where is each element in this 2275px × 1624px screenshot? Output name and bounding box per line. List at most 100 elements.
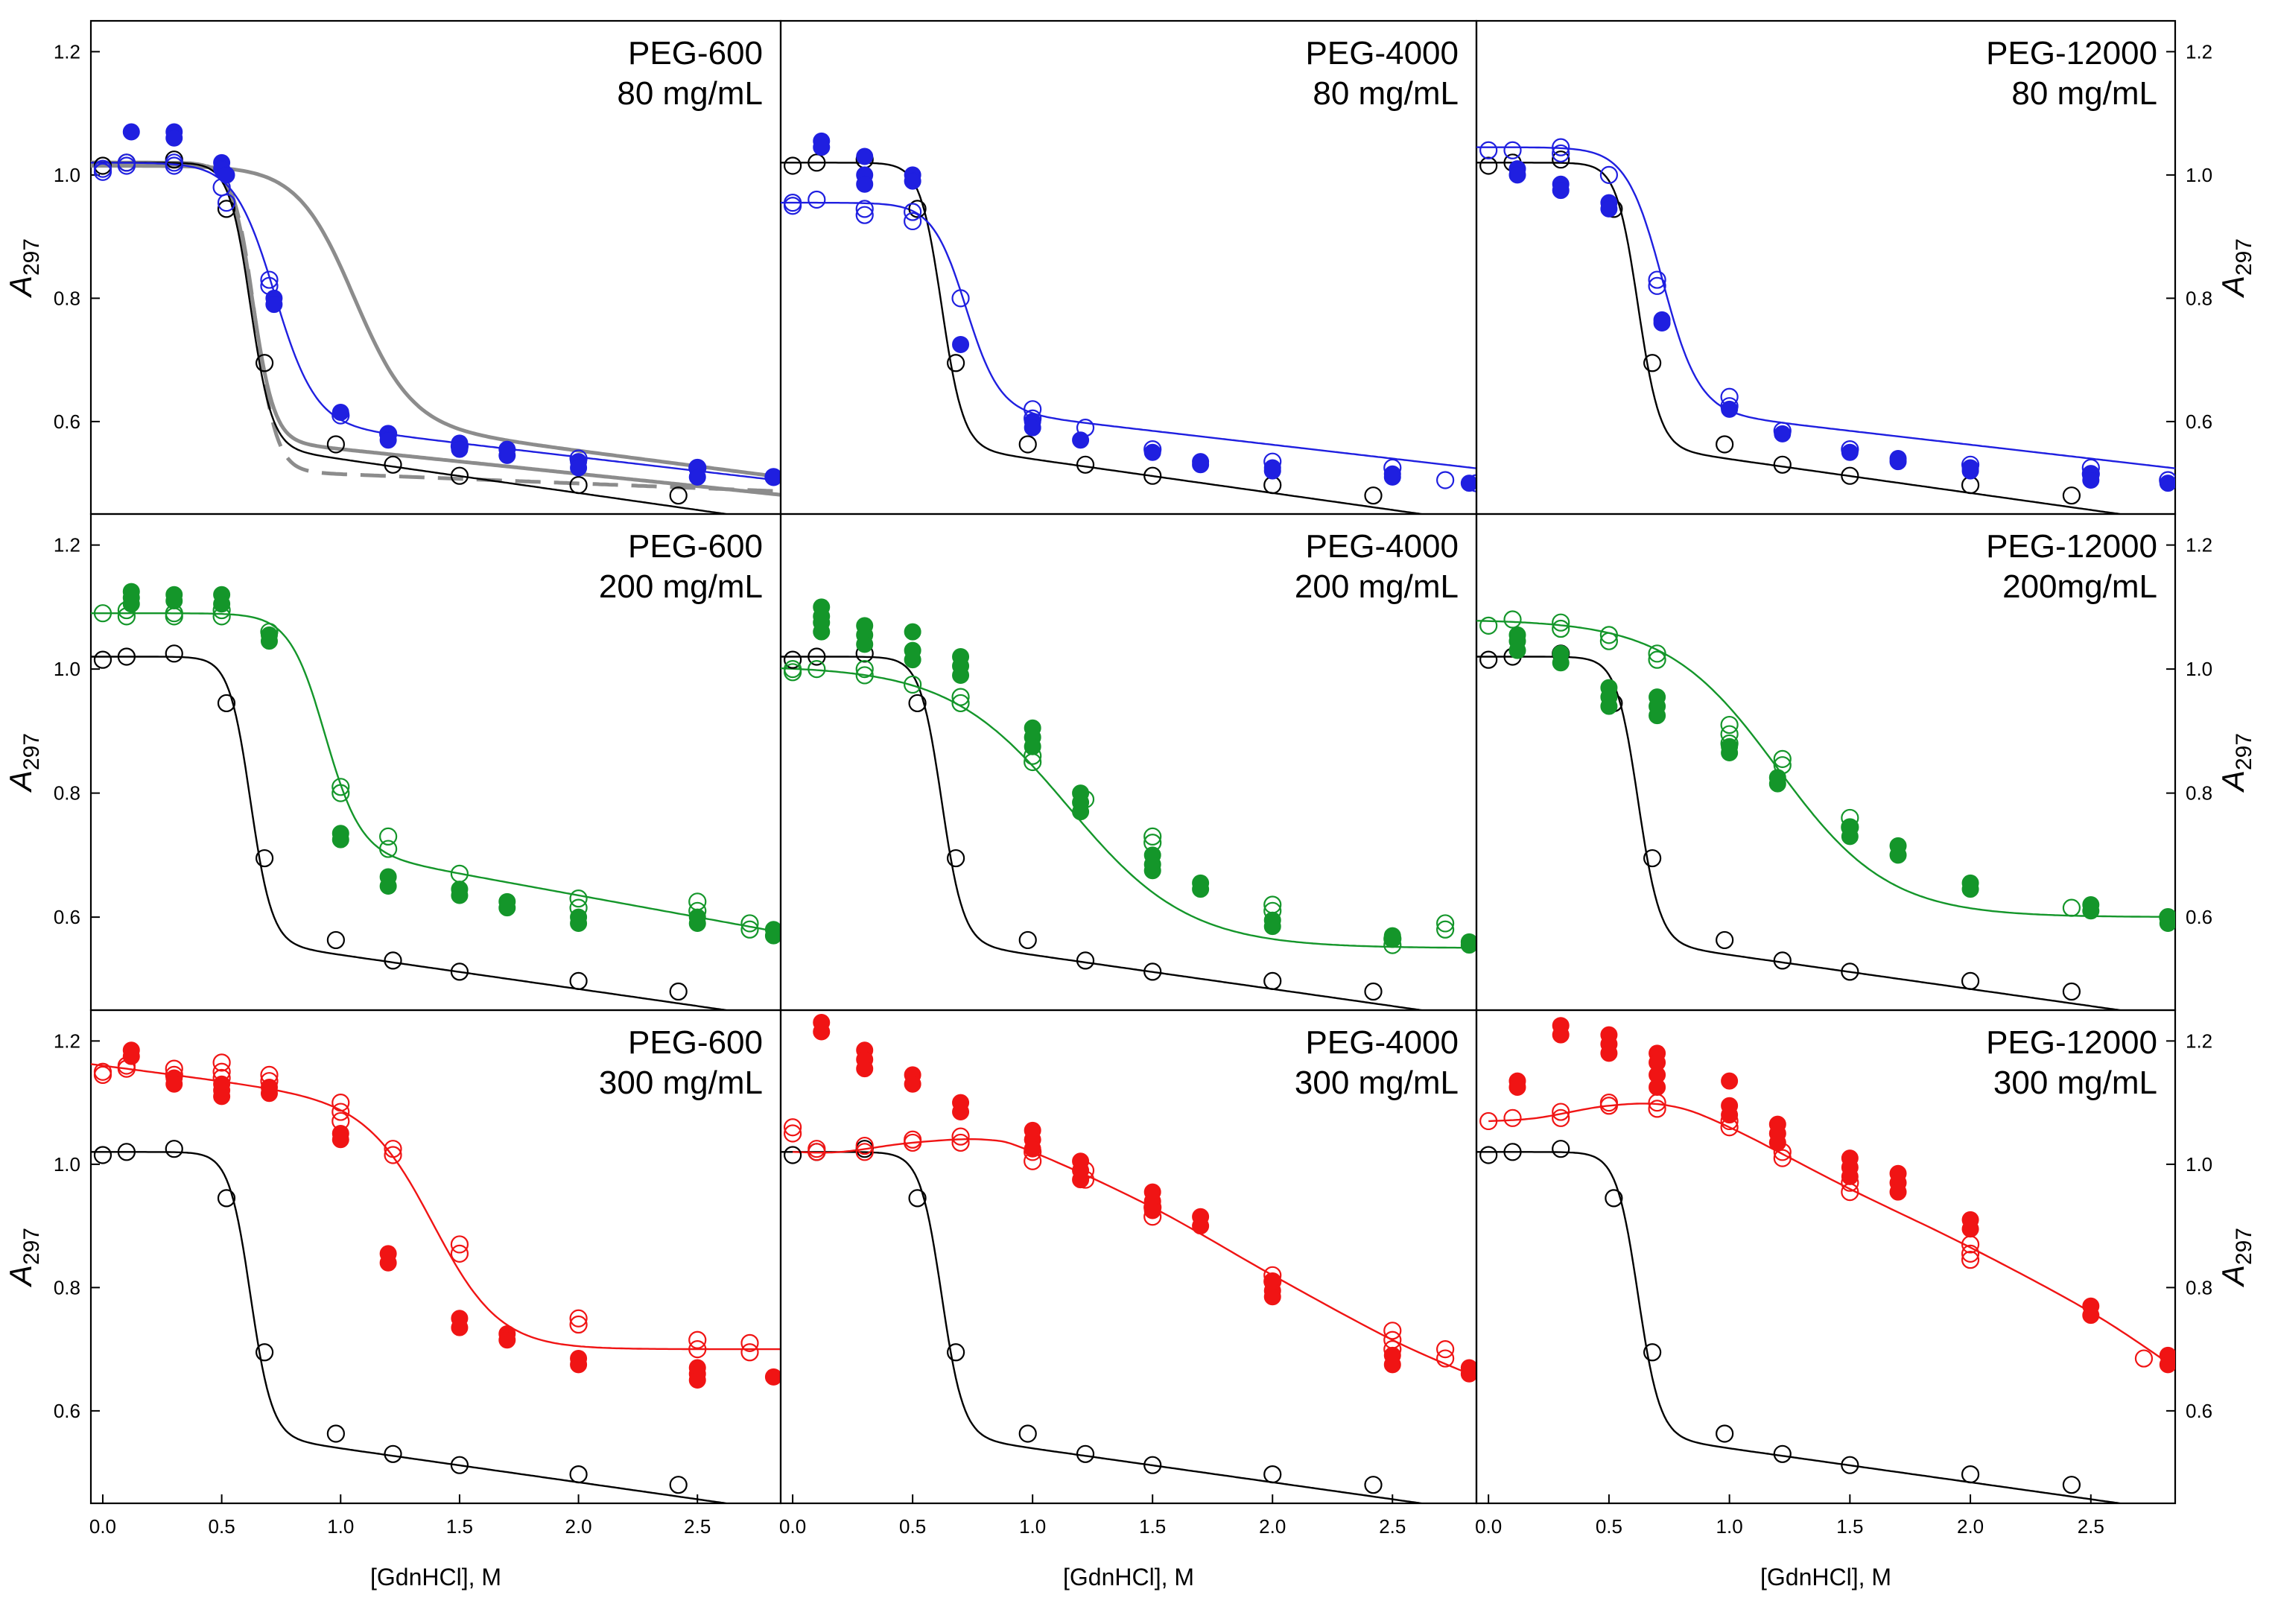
open-point: [1552, 144, 1570, 163]
y-tick-label: 0.6: [54, 410, 80, 433]
filled-point: [1600, 697, 1618, 715]
filled-point: [1024, 1140, 1041, 1158]
x-tick-label: 1.0: [1716, 1515, 1743, 1538]
open-point: [93, 162, 112, 181]
open-point: [217, 194, 236, 212]
series-fit-curve: [793, 1138, 1476, 1378]
panel-title-concentration: 80 mg/mL: [1313, 75, 1459, 112]
open-point: [855, 1136, 874, 1155]
y-tick-label: 1.0: [2186, 1153, 2212, 1176]
open-point: [1599, 1097, 1618, 1115]
reference-point: [384, 455, 402, 474]
open-point: [1773, 749, 1792, 768]
reference-point: [165, 1140, 183, 1158]
series-fit-curve: [1476, 620, 2175, 918]
open-point: [740, 1343, 759, 1362]
filled-point: [1263, 918, 1281, 936]
x-axis-label: [GdnHCl], M: [1063, 1564, 1194, 1590]
reference-point: [908, 694, 927, 713]
open-point: [855, 206, 874, 224]
filled-point: [265, 296, 283, 314]
filled-point: [2159, 1356, 2175, 1374]
panel-7: 0.6 0.8 1.0 1.2 A297 0.0 0.5 1.0 1.5 2.0 2.5 [GdnHC…: [3, 1009, 782, 1590]
open-point: [1552, 1103, 1570, 1121]
reference-point: [784, 156, 802, 175]
y-tick-label: 1.2: [54, 534, 80, 556]
open-point: [1436, 920, 1455, 939]
open-point: [331, 784, 350, 802]
y-tick-label: 0.8: [54, 287, 80, 309]
filled-point: [1143, 862, 1161, 880]
x-axis-label: [GdnHCl], M: [1760, 1564, 1891, 1590]
open-point: [1648, 644, 1666, 663]
reference-point: [1643, 1343, 1662, 1362]
open-point: [331, 1103, 350, 1121]
x-tick-label: 1.0: [1019, 1515, 1046, 1538]
filled-point: [1192, 881, 1210, 898]
open-point: [260, 270, 279, 289]
panel-title-concentration: 300 mg/mL: [1993, 1065, 2157, 1101]
open-point: [1552, 138, 1570, 156]
filled-point: [451, 886, 469, 904]
open-point: [1436, 471, 1455, 489]
reference-point: [1773, 455, 1792, 474]
filled-point: [1383, 468, 1401, 486]
filled-point: [764, 927, 781, 945]
filled-point: [1460, 936, 1476, 954]
y-axis-label-sub: 297: [2232, 1228, 2256, 1265]
y-axis-label: A297: [2215, 238, 2256, 299]
filled-point: [1024, 419, 1041, 437]
reference-point: [1643, 849, 1662, 868]
y-tick-label: 0.8: [54, 1276, 80, 1298]
filled-point: [952, 666, 970, 684]
filled-point: [1508, 641, 1526, 659]
filled-point: [764, 1368, 781, 1386]
filled-point: [1841, 828, 1859, 846]
reference-point: [669, 982, 688, 1001]
open-point: [904, 203, 922, 221]
reference-point: [784, 1146, 802, 1164]
filled-point: [1508, 1078, 1526, 1096]
panel-title-peg: PEG-12000: [1986, 528, 2157, 565]
reference-point: [1716, 1424, 1734, 1443]
y-tick-label: 0.6: [2186, 410, 2212, 433]
filled-point: [2082, 471, 2100, 489]
filled-point: [379, 1254, 397, 1272]
open-point: [904, 1133, 922, 1152]
y-axis-label-sub: 297: [19, 733, 44, 770]
reference-point: [1479, 1146, 1498, 1164]
reference-point: [1076, 1444, 1095, 1463]
open-point: [2134, 1349, 2154, 1368]
x-axis-label: [GdnHCl], M: [370, 1564, 501, 1590]
y-axis-label-sub: 297: [19, 238, 44, 276]
reference-point: [1076, 951, 1095, 970]
filled-point: [1460, 1365, 1476, 1383]
filled-point: [379, 878, 397, 895]
filled-point: [122, 1047, 140, 1065]
open-point: [951, 1133, 970, 1152]
filled-point: [1143, 443, 1161, 461]
open-point: [331, 1094, 350, 1112]
filled-point: [1192, 456, 1210, 474]
filled-point: [451, 1319, 469, 1336]
reference-point: [117, 1143, 136, 1161]
open-point: [1961, 1251, 1980, 1269]
y-axis-label-main: A: [2215, 1265, 2250, 1288]
x-tick-label: 0.5: [899, 1515, 926, 1538]
x-tick-label: 2.5: [2078, 1515, 2104, 1538]
filled-point: [1768, 1134, 1786, 1152]
panel-title-concentration: 300 mg/mL: [599, 1065, 763, 1101]
open-point: [93, 1065, 112, 1084]
y-axis-label-main: A: [3, 770, 38, 793]
open-point: [331, 778, 350, 796]
reference-point: [326, 435, 345, 454]
open-point: [855, 1143, 874, 1161]
filled-point: [856, 635, 874, 653]
reference-point: [255, 1343, 274, 1362]
series-fit-curve: [781, 201, 1476, 469]
reference-point: [1076, 455, 1095, 474]
plot-area: [781, 598, 1476, 1010]
